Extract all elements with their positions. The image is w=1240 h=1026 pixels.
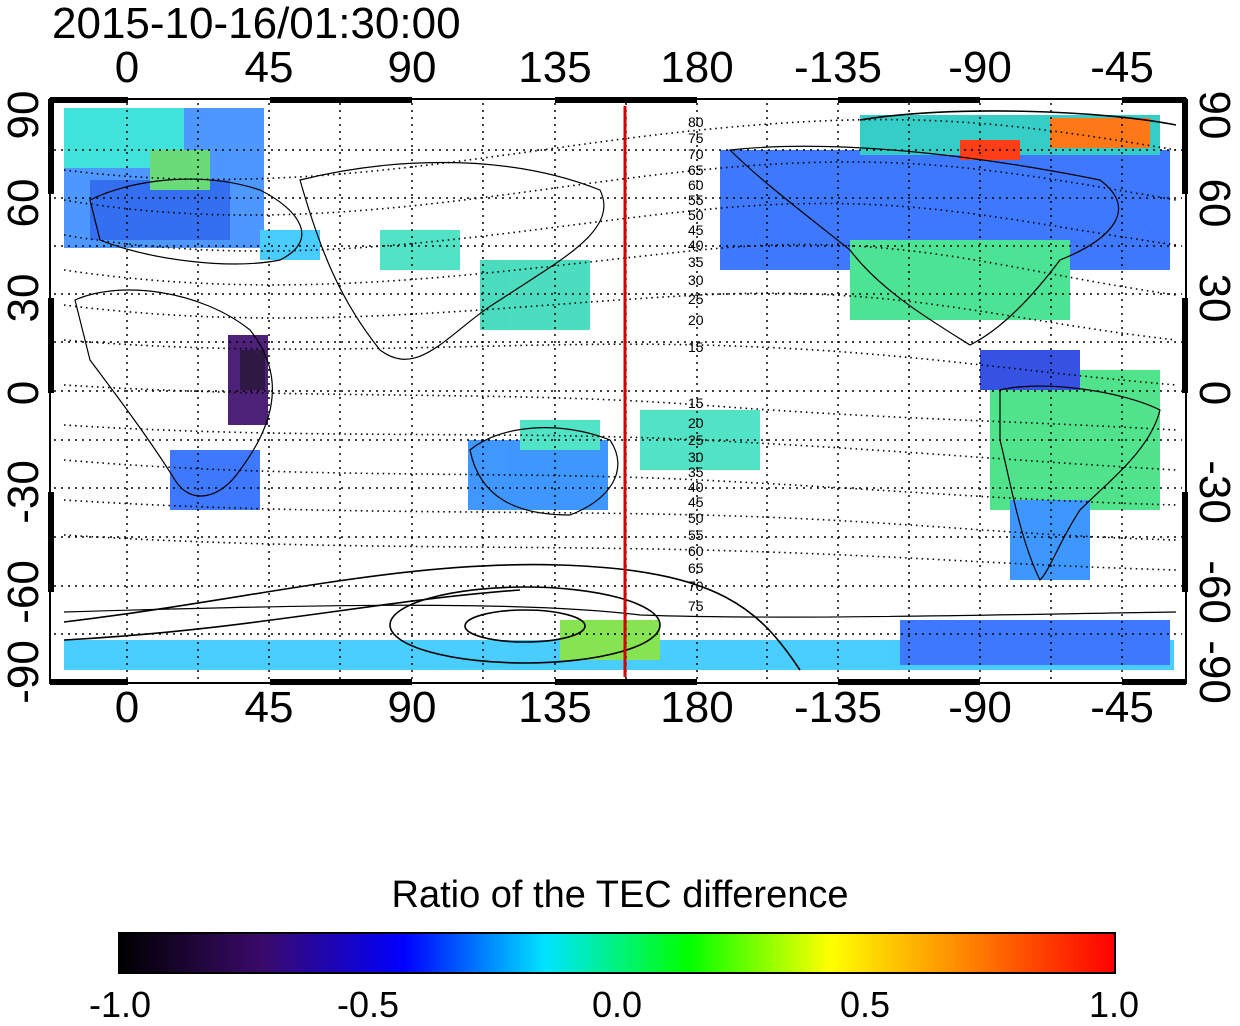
contour-label: 75 — [688, 598, 704, 614]
colorbar-tick-label: 0.5 — [839, 984, 891, 1025]
top-lon-tick: -90 — [948, 43, 1012, 92]
bottom-lon-tick: 90 — [387, 683, 437, 732]
top-lon-tick: -45 — [1090, 43, 1154, 92]
top-lon-tick: 0 — [114, 43, 140, 92]
colorbar-title: Ratio of the TEC difference — [391, 874, 849, 916]
contour-label: 30 — [688, 449, 704, 465]
bottom-lon-tick: 135 — [518, 683, 592, 732]
bottom-lon-tick: -45 — [1090, 683, 1154, 732]
bottom-lon-tick: 45 — [244, 683, 294, 732]
contour-label: 50 — [688, 510, 704, 526]
contour-label: 45 — [688, 494, 704, 510]
colorbar-tick-label: 0.0 — [591, 984, 643, 1025]
contour-label: 55 — [688, 192, 704, 208]
bottom-lon-tick: 0 — [114, 683, 140, 732]
tec-ratio-patches — [64, 108, 1174, 670]
contour-label: 70 — [688, 146, 704, 162]
top-lon-tick: 90 — [387, 43, 437, 92]
contour-label: 20 — [688, 312, 704, 328]
tec-map: 80 75 70 65 60 55 50 45 40 35 30 25 20 1… — [48, 97, 1188, 685]
contour-label: 40 — [688, 237, 704, 253]
bottom-lon-tick: -90 — [948, 683, 1012, 732]
contour-label: 70 — [688, 578, 704, 594]
colorbar — [118, 932, 1116, 974]
contour-label: 55 — [688, 527, 704, 543]
colorbar-tick-label: -1.0 — [88, 984, 152, 1025]
contour-label: 25 — [688, 291, 704, 307]
contour-label: 35 — [688, 464, 704, 480]
southern-magnetic-pole-contours — [63, 110, 1177, 671]
colorbar-tick-label: -0.5 — [336, 984, 400, 1025]
contour-label: 25 — [688, 432, 704, 448]
top-lon-tick: -135 — [793, 43, 883, 92]
contour-label: 15 — [688, 395, 704, 411]
contour-label: 40 — [688, 479, 704, 495]
coastlines — [63, 145, 1177, 618]
contour-label: 45 — [688, 222, 704, 238]
magnetic-contours — [63, 118, 1177, 571]
colorbar-tick-label: 1.0 — [1088, 984, 1140, 1025]
contour-label: 75 — [688, 130, 704, 146]
graticule — [54, 103, 1182, 679]
contour-label: 65 — [688, 560, 704, 576]
contour-label: 60 — [688, 177, 704, 193]
contour-label: 60 — [688, 543, 704, 559]
bottom-lon-tick: 180 — [660, 683, 734, 732]
contour-label: 30 — [688, 272, 704, 288]
contour-labels-south: 15 20 25 30 35 40 45 50 55 60 65 70 75 — [688, 395, 704, 614]
bottom-lon-tick: -135 — [793, 683, 883, 732]
contour-label: 80 — [688, 114, 704, 130]
top-lon-tick: 180 — [660, 43, 734, 92]
contour-labels-north: 80 75 70 65 60 55 50 45 40 35 30 25 20 1… — [688, 114, 704, 355]
contour-label: 50 — [688, 207, 704, 223]
map-timestamp: 2015-10-16/01:30:00 — [52, 0, 461, 48]
contour-label: 20 — [688, 415, 704, 431]
contour-label: 35 — [688, 254, 704, 270]
top-lon-tick: 45 — [244, 43, 294, 92]
contour-label: 65 — [688, 162, 704, 178]
top-lon-tick: 135 — [518, 43, 592, 92]
contour-label: 15 — [688, 339, 704, 355]
